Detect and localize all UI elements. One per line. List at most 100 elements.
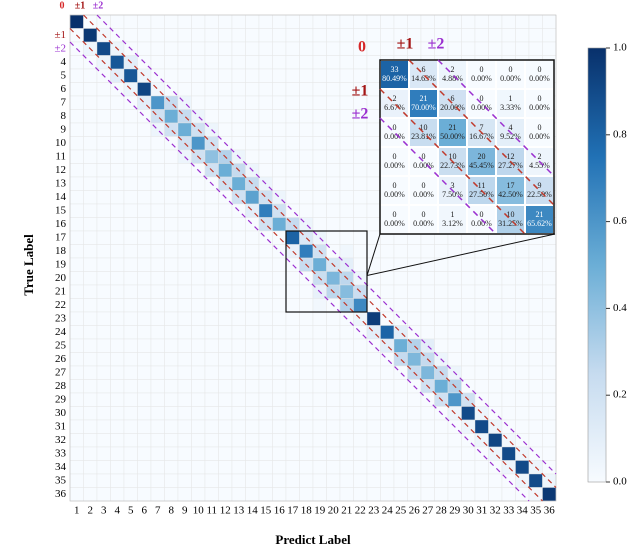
heatmap-cell bbox=[528, 392, 543, 407]
heatmap-cell bbox=[326, 41, 341, 56]
heatmap-cell bbox=[96, 122, 111, 137]
heatmap-cell bbox=[353, 446, 368, 461]
x-tick-label: 4 bbox=[115, 505, 121, 517]
heatmap-cell bbox=[123, 433, 138, 448]
heatmap-cell bbox=[420, 325, 435, 340]
heatmap-cell bbox=[258, 68, 273, 83]
heatmap-cell bbox=[218, 122, 233, 137]
heatmap-cell bbox=[204, 406, 219, 421]
heatmap-cell bbox=[312, 82, 327, 97]
inset-percent: 0.00% bbox=[471, 219, 492, 228]
heatmap-cell bbox=[528, 325, 543, 340]
heatmap-cell bbox=[96, 190, 111, 205]
heatmap-cell bbox=[339, 68, 354, 83]
heatmap-cell bbox=[299, 95, 314, 110]
heatmap-cell bbox=[339, 14, 354, 29]
inset-cell bbox=[526, 90, 553, 117]
heatmap-cell bbox=[542, 433, 557, 448]
heatmap-cell bbox=[353, 365, 368, 380]
colorbar-tick-label: 0.0 bbox=[613, 476, 627, 488]
heatmap-cell bbox=[137, 244, 152, 259]
heatmap-cell bbox=[137, 460, 152, 475]
heatmap-cell bbox=[191, 284, 206, 299]
heatmap-cell bbox=[204, 271, 219, 286]
heatmap-cell bbox=[204, 230, 219, 245]
heatmap-cell bbox=[150, 487, 165, 502]
heatmap-cell bbox=[258, 271, 273, 286]
heatmap-cell bbox=[326, 352, 341, 367]
y-tick-label: 8 bbox=[61, 110, 67, 122]
heatmap-cell bbox=[231, 230, 246, 245]
heatmap-cell bbox=[258, 28, 273, 43]
heatmap-cell bbox=[69, 190, 84, 205]
heatmap-cell bbox=[164, 109, 179, 124]
heatmap-cell bbox=[96, 338, 111, 353]
inset-percent: 50.00% bbox=[440, 132, 465, 141]
inset-annotation: ±2 bbox=[352, 106, 369, 123]
heatmap-cell bbox=[312, 473, 327, 488]
inset-annotation: ±2 bbox=[428, 36, 445, 53]
heatmap-cell bbox=[339, 325, 354, 340]
heatmap-cell bbox=[299, 460, 314, 475]
heatmap-cell bbox=[515, 352, 530, 367]
heatmap-cell bbox=[299, 163, 314, 178]
heatmap-cell bbox=[299, 325, 314, 340]
heatmap-cell bbox=[285, 419, 300, 434]
heatmap-cell bbox=[218, 419, 233, 434]
heatmap-cell bbox=[150, 257, 165, 272]
heatmap-cell bbox=[407, 392, 422, 407]
heatmap-cell bbox=[528, 365, 543, 380]
heatmap-cell bbox=[164, 41, 179, 56]
heatmap-cell bbox=[285, 311, 300, 326]
heatmap-cell bbox=[110, 473, 125, 488]
inset-diagonal-guide bbox=[437, 59, 555, 177]
inset-count: 20 bbox=[478, 152, 486, 161]
heatmap-cell bbox=[83, 325, 98, 340]
heatmap-cell bbox=[218, 311, 233, 326]
heatmap-cell bbox=[204, 284, 219, 299]
heatmap-cell bbox=[110, 419, 125, 434]
heatmap-cell bbox=[528, 257, 543, 272]
heatmap-cell bbox=[272, 473, 287, 488]
heatmap-cell bbox=[110, 163, 125, 178]
heatmap-cell bbox=[96, 446, 111, 461]
heatmap-cell bbox=[407, 473, 422, 488]
heatmap-cell bbox=[150, 176, 165, 191]
heatmap-cell bbox=[299, 68, 314, 83]
heatmap-cell bbox=[285, 487, 300, 502]
heatmap-cell bbox=[393, 487, 408, 502]
y-tick-label: 16 bbox=[55, 218, 67, 230]
heatmap-cell bbox=[204, 217, 219, 232]
heatmap-cell bbox=[312, 149, 327, 164]
heatmap-cell bbox=[272, 298, 287, 313]
heatmap-cell bbox=[299, 244, 314, 259]
heatmap-cell bbox=[366, 365, 381, 380]
heatmap-cell bbox=[326, 122, 341, 137]
heatmap-cell bbox=[528, 419, 543, 434]
inset-count: 0 bbox=[480, 65, 484, 74]
heatmap-cell bbox=[515, 28, 530, 43]
heatmap-cell bbox=[123, 406, 138, 421]
heatmap-cell bbox=[272, 433, 287, 448]
heatmap-cell bbox=[299, 176, 314, 191]
heatmap-cell bbox=[218, 379, 233, 394]
heatmap-cell bbox=[245, 28, 260, 43]
heatmap-cell bbox=[380, 473, 395, 488]
heatmap-cell bbox=[164, 257, 179, 272]
heatmap-cell bbox=[245, 392, 260, 407]
heatmap-cell bbox=[420, 365, 435, 380]
heatmap-cell bbox=[83, 473, 98, 488]
heatmap-cell bbox=[461, 284, 476, 299]
heatmap-cell bbox=[110, 365, 125, 380]
heatmap-cell bbox=[380, 406, 395, 421]
heatmap-cell bbox=[123, 14, 138, 29]
heatmap-cell bbox=[474, 419, 489, 434]
heatmap-cell bbox=[96, 352, 111, 367]
heatmap-cell bbox=[312, 311, 327, 326]
heatmap-cell bbox=[380, 284, 395, 299]
heatmap-cell bbox=[299, 284, 314, 299]
heatmap-cell bbox=[245, 41, 260, 56]
heatmap-cell bbox=[353, 203, 368, 218]
heatmap-cell bbox=[407, 433, 422, 448]
heatmap-cell bbox=[177, 298, 192, 313]
